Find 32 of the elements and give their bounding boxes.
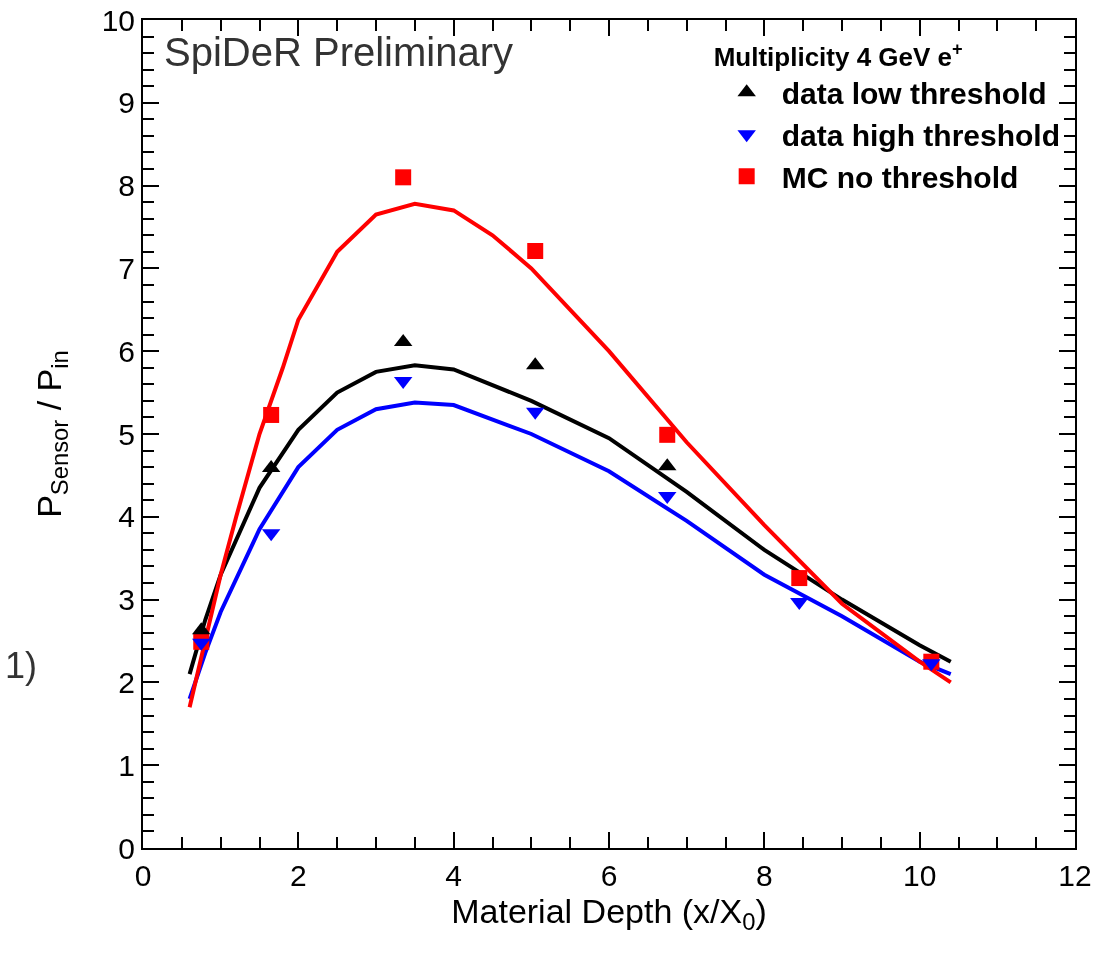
legend-label: data high threshold — [781, 118, 1061, 152]
x-tick-label: 12 — [1058, 859, 1092, 892]
y-tick-label: 5 — [118, 417, 135, 451]
point — [659, 426, 676, 443]
y-tick-label: 10 — [101, 3, 135, 37]
x-tick-label: 6 — [600, 859, 618, 892]
y-tick-label: 4 — [118, 500, 135, 534]
x-tick-label: 8 — [755, 859, 773, 892]
y-tick-label: 9 — [118, 86, 135, 120]
legend-title: Multiplicity 4 GeV e$^{+}$ — [713, 39, 963, 73]
line-series — [187, 201, 953, 710]
y-tick-label: 1 — [118, 748, 135, 782]
point — [263, 406, 280, 423]
x-axis-title: Material Depth (x/X$_{0}$) — [451, 892, 767, 936]
legend-label: data low threshold — [781, 76, 1047, 110]
y-tick-label: 8 — [118, 169, 135, 203]
point — [527, 243, 544, 260]
point — [791, 570, 808, 587]
y-tick-label: 6 — [118, 334, 135, 368]
line-series — [187, 363, 953, 677]
line-series — [187, 400, 953, 701]
legend-label: MC no threshold — [781, 160, 1019, 194]
x-tick-label: 10 — [902, 859, 937, 892]
y-tick-label: 0 — [118, 831, 135, 865]
y-tick-label: 3 — [118, 583, 135, 617]
annotation: SpiDeR Preliminary — [164, 30, 513, 74]
y-tick-label: 2 — [118, 665, 135, 699]
text: 1) — [5, 645, 38, 686]
point — [395, 169, 412, 186]
x-tick-label: 2 — [289, 859, 307, 892]
x-tick-label: 4 — [445, 859, 463, 892]
y-tick-label: 7 — [118, 251, 135, 285]
